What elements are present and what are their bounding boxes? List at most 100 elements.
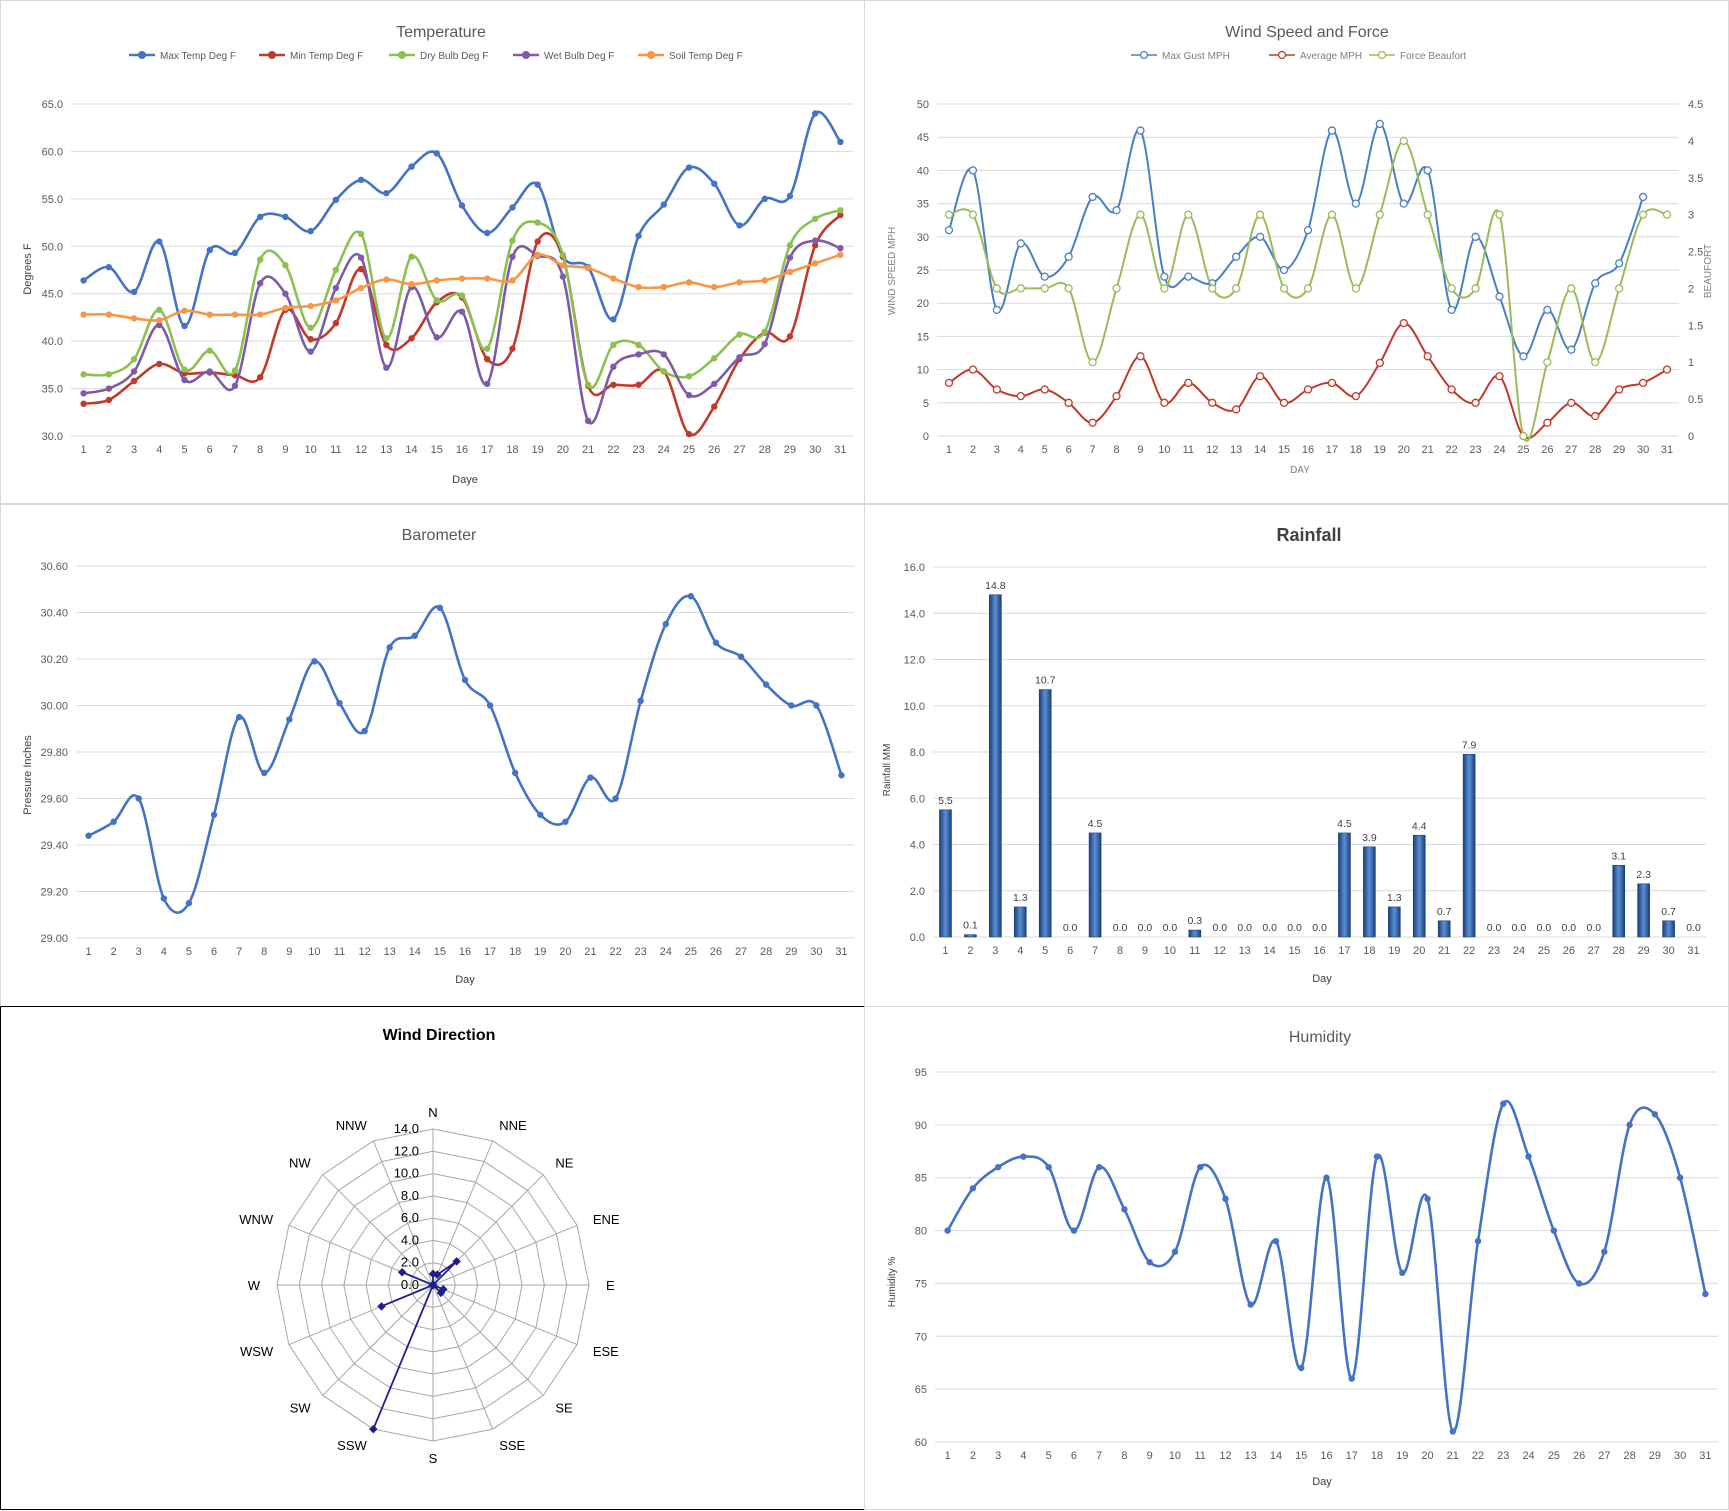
- x-tick-label: 28: [1613, 945, 1625, 957]
- data-point: [736, 354, 743, 361]
- radar-spoke: [432, 1140, 494, 1286]
- data-point: [635, 283, 642, 291]
- x-tick-label: 12: [358, 946, 370, 958]
- y2-tick-label: 2.5: [1688, 247, 1703, 259]
- chart-title: Rainfall: [1276, 525, 1341, 545]
- y2-tick-label: 2: [1688, 283, 1694, 295]
- data-point: [1543, 418, 1552, 427]
- data-point: [286, 716, 293, 723]
- series-line: [946, 1099, 1707, 1433]
- data-point: [1045, 1163, 1052, 1171]
- y-axis-label: Degrees F: [22, 243, 34, 295]
- x-tick-label: 8: [1113, 444, 1119, 456]
- rainfall-gridlines: [933, 566, 1706, 938]
- x-tick-label: 29: [785, 946, 797, 958]
- x-tick-label: 20: [559, 946, 571, 958]
- data-point: [711, 180, 718, 187]
- data-point: [992, 305, 1001, 314]
- data-point: [612, 795, 619, 802]
- y-tick-label: 30.0: [42, 431, 63, 443]
- legend-item: Dry Bulb Deg F: [389, 51, 488, 62]
- x-tick-label: 26: [710, 946, 722, 958]
- y2-tick-label: 1.5: [1688, 320, 1703, 332]
- legend-label: Wet Bulb Deg F: [544, 51, 614, 62]
- y-tick-label: 2.0: [910, 886, 925, 898]
- temperature-legend: Max Temp Deg F Min Temp Deg F Dry Bulb Deg…: [129, 51, 743, 62]
- series-line: [87, 594, 843, 914]
- x-tick-label: 14: [1254, 444, 1266, 456]
- direction-label: ENE: [593, 1212, 620, 1227]
- legend-swatch-marker: [268, 51, 276, 59]
- x-axis-label: Day: [455, 974, 475, 986]
- data-point: [761, 277, 768, 284]
- direction-label: SW: [290, 1400, 312, 1415]
- barometer-chart-panel: Barometer 29.00 29.20 29.40 29.60 29.80 30.00…: [0, 504, 865, 1008]
- x-tick-label: 13: [1239, 945, 1251, 957]
- legend-label: Soil Temp Deg F: [669, 51, 743, 62]
- bar: [1013, 906, 1027, 938]
- legend-label: Average MPH: [1300, 51, 1362, 62]
- x-tick-label: 30: [809, 444, 821, 456]
- data-point: [1375, 210, 1384, 219]
- wind-y2-ticks: 0 0.5 1 1.5 2 2.5 3 3.5 4 4.5: [1688, 99, 1703, 443]
- y-tick-label: 95: [915, 1067, 927, 1079]
- data-point: [786, 333, 794, 340]
- data-point: [813, 702, 820, 709]
- data-point: [1638, 210, 1648, 219]
- series-line: [83, 239, 841, 425]
- data-point: [1184, 378, 1193, 388]
- series-min-temp-deg-f: [80, 211, 844, 438]
- x-tick-label: 18: [1350, 444, 1362, 456]
- data-point: [433, 150, 440, 157]
- x-tick-label: 25: [1548, 1450, 1560, 1462]
- wind-x-ticks: 1 2 3 4 5 6 7 8 9 10 11 12 13 14 15 16 17 18 19 20 21 22 23 24 2…: [946, 444, 1673, 456]
- data-point: [1525, 1153, 1532, 1160]
- data-point: [1255, 210, 1265, 219]
- radar-point: [428, 1280, 438, 1290]
- x-tick-label: 21: [582, 444, 594, 456]
- data-point: [1040, 272, 1049, 281]
- data-point: [1327, 126, 1337, 135]
- data-point: [1543, 358, 1552, 367]
- x-tick-label: 2: [970, 444, 976, 456]
- y-tick-label: 35: [917, 199, 929, 211]
- barometer-gridlines: [76, 565, 854, 939]
- data-point: [256, 213, 264, 221]
- data-point: [509, 237, 516, 244]
- data-point: [357, 230, 365, 238]
- data-point: [206, 347, 213, 354]
- data-point: [105, 311, 113, 318]
- x-tick-label: 24: [658, 444, 670, 456]
- data-point: [1208, 284, 1217, 293]
- data-point: [1471, 232, 1480, 241]
- data-point: [584, 381, 592, 388]
- chart-title: Wind Direction: [383, 1027, 496, 1044]
- data-label: 0.1: [963, 920, 978, 932]
- x-tick-label: 7: [1090, 444, 1096, 456]
- x-tick-label: 11: [330, 444, 341, 456]
- data-point: [736, 222, 743, 229]
- data-point: [610, 316, 617, 323]
- x-tick-label: 2: [111, 946, 117, 958]
- y-tick-label: 29.20: [40, 887, 68, 899]
- legend-swatch-marker: [647, 51, 655, 59]
- radar-point: [369, 1424, 378, 1434]
- x-tick-label: 14: [409, 946, 421, 958]
- legend-swatch-marker: [1139, 50, 1149, 60]
- x-tick-label: 12: [1214, 945, 1226, 957]
- x-tick-label: 12: [1206, 444, 1218, 456]
- data-point: [1112, 206, 1121, 215]
- data-point: [357, 254, 365, 261]
- data-point: [837, 211, 844, 219]
- data-point: [660, 351, 668, 358]
- y-tick-label: 55.0: [42, 194, 63, 206]
- x-tick-label: 26: [708, 444, 720, 456]
- data-label: 0.0: [1512, 922, 1527, 934]
- data-point: [235, 713, 243, 721]
- data-point: [181, 366, 188, 373]
- y-tick-label: 85: [915, 1173, 927, 1185]
- data-point: [737, 653, 745, 660]
- wind-direction-chart-panel: Wind Direction 0.0 2.0 4.0 6.0 8.0 10.0 12.0 14…: [0, 1006, 866, 1510]
- data-point: [160, 895, 168, 902]
- x-tick-label: 10: [305, 444, 317, 456]
